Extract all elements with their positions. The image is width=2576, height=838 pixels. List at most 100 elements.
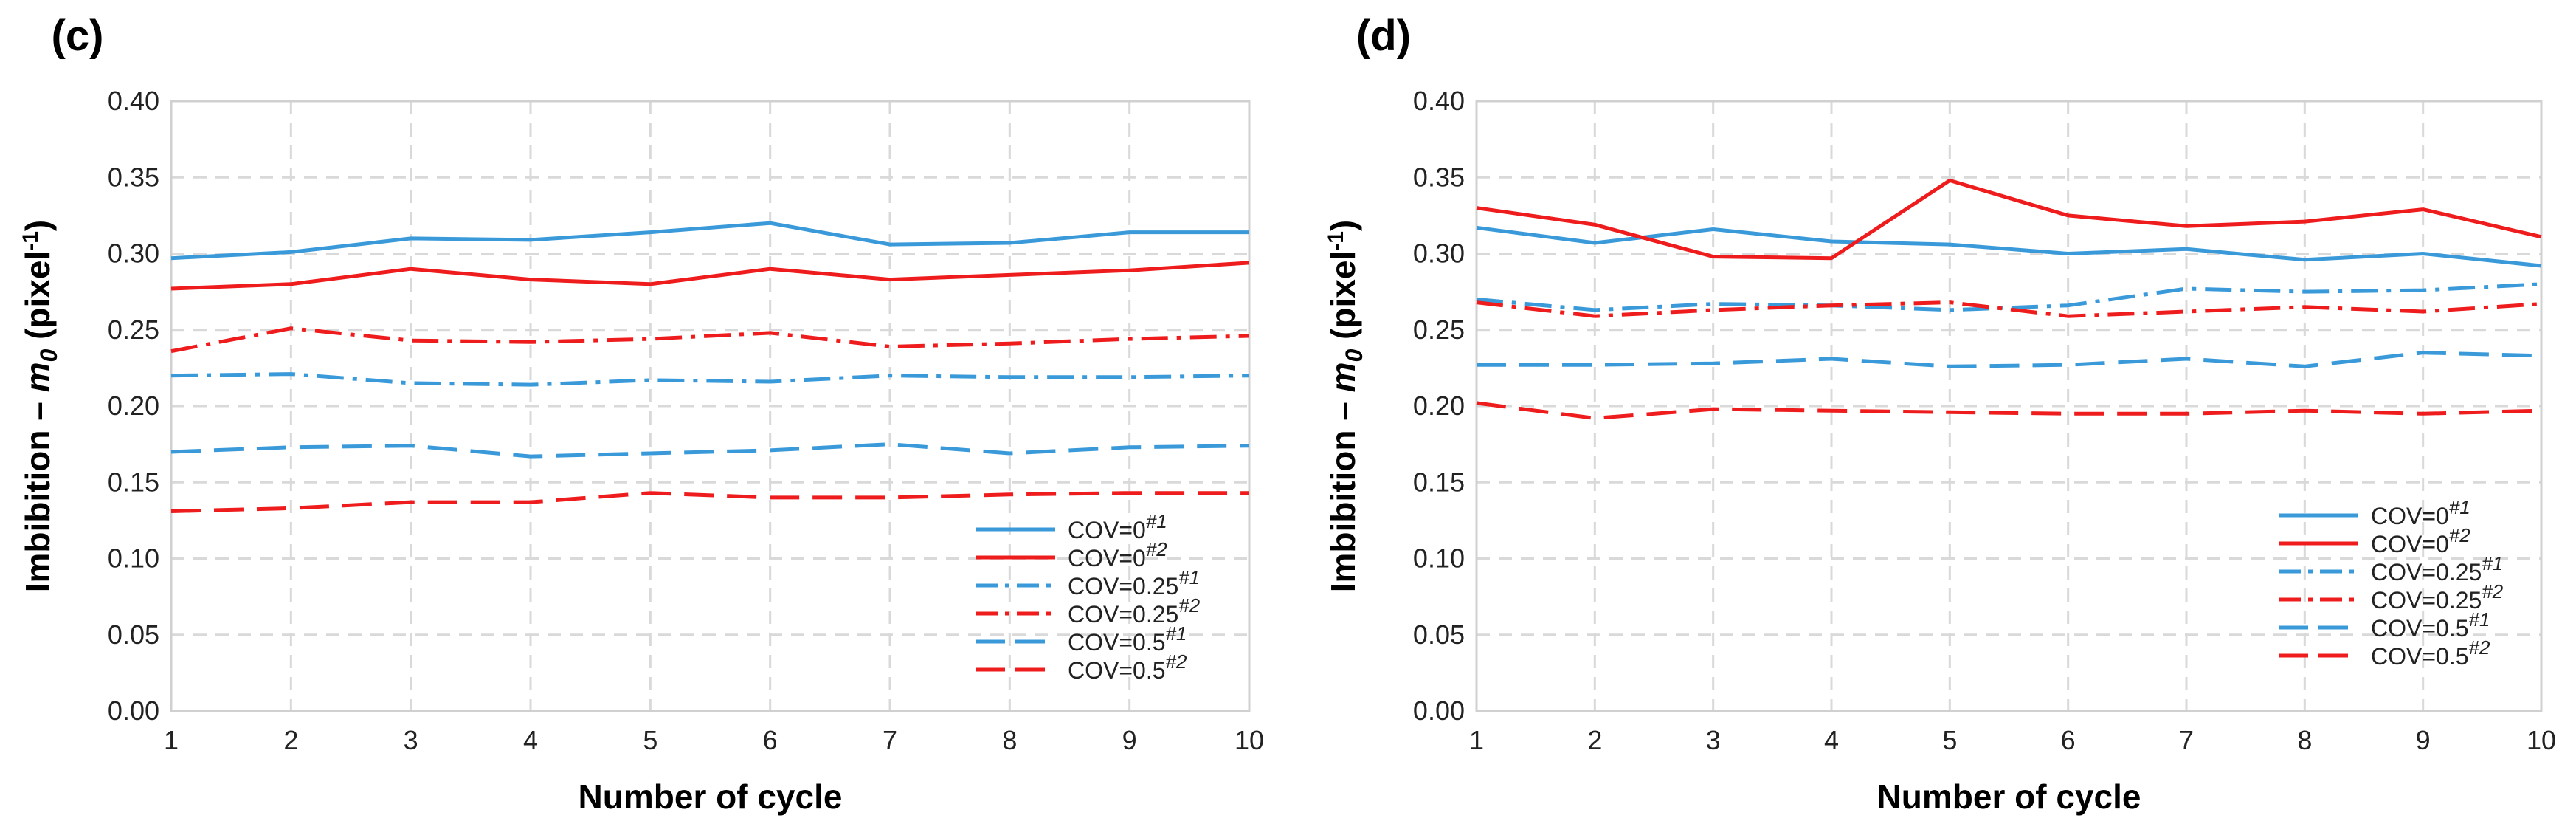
y-tick-label: 0.25 bbox=[1413, 315, 1465, 345]
plot-frame bbox=[1475, 100, 2543, 712]
y-axis-title: Imbibition – m0 (pixel-1) bbox=[1324, 220, 1367, 593]
y-tick-label: 0.40 bbox=[108, 86, 159, 116]
series-line bbox=[1476, 401, 2542, 420]
legend-superscript: #1 bbox=[2449, 496, 2470, 518]
legend-label: COV=0#2 bbox=[2371, 524, 2470, 557]
legend-name: COV=0 bbox=[2371, 531, 2449, 557]
legend-superscript: #2 bbox=[1178, 594, 1200, 617]
x-tick-label: 1 bbox=[1469, 725, 1484, 755]
legend-superscript: #1 bbox=[1146, 510, 1167, 532]
y-axis-title-part: 0 bbox=[1341, 348, 1367, 362]
x-tick-label: 2 bbox=[283, 725, 298, 755]
y-tick-label: 0.30 bbox=[108, 238, 159, 269]
y-axis-title-part: -1 bbox=[1324, 231, 1348, 251]
x-tick-label: 1 bbox=[164, 725, 179, 755]
series-line bbox=[1476, 282, 2542, 312]
panel-label: (c) bbox=[52, 12, 104, 60]
y-axis-title-part: m bbox=[1324, 362, 1362, 392]
legend-label: COV=0.5#1 bbox=[2371, 608, 2490, 642]
plot-frame bbox=[170, 100, 1251, 712]
y-tick-label: 0.20 bbox=[1413, 391, 1465, 421]
x-tick-label: 6 bbox=[763, 725, 778, 755]
x-tick-label: 10 bbox=[2527, 725, 2556, 755]
y-tick-label: 0.05 bbox=[108, 619, 159, 650]
legend-superscript: #2 bbox=[2469, 636, 2490, 659]
y-axis-title: Imbibition – m0 (pixel-1) bbox=[18, 220, 62, 593]
y-tick-label: 0.00 bbox=[108, 696, 159, 726]
legend-label: COV=0.25#2 bbox=[1068, 594, 1201, 628]
y-tick-label: 0.05 bbox=[1413, 619, 1465, 650]
legend-name: COV=0 bbox=[1068, 517, 1146, 543]
legend-label: COV=0.5#2 bbox=[1068, 650, 1187, 684]
x-tick-label: 7 bbox=[883, 725, 897, 755]
legend-label: COV=0#2 bbox=[1068, 538, 1167, 571]
legend-superscript: #1 bbox=[2482, 552, 2503, 574]
x-axis-title: Number of cycle bbox=[579, 777, 843, 816]
x-tick-label: 7 bbox=[2179, 725, 2194, 755]
x-tick-label: 2 bbox=[1587, 725, 1602, 755]
x-axis-title: Number of cycle bbox=[1877, 777, 2141, 816]
x-tick-label: 9 bbox=[2416, 725, 2431, 755]
y-axis-title-part: ) bbox=[18, 220, 57, 231]
series-line bbox=[170, 442, 1250, 459]
y-axis-title-part: Imbibition – bbox=[1324, 392, 1362, 592]
legend-name: COV=0.25 bbox=[1068, 573, 1178, 600]
panel-label: (d) bbox=[1356, 12, 1411, 60]
legend-label: COV=0.25#1 bbox=[2371, 552, 2503, 585]
legend-label: COV=0#1 bbox=[1068, 510, 1167, 543]
legend-label: COV=0.5#1 bbox=[1068, 622, 1187, 656]
legend-name: COV=0.5 bbox=[2371, 643, 2469, 670]
legend-name: COV=0.5 bbox=[1068, 657, 1166, 684]
x-tick-label: 5 bbox=[643, 725, 657, 755]
legend-superscript: #2 bbox=[1146, 538, 1167, 560]
legend-superscript: #2 bbox=[2449, 524, 2470, 546]
legend-label: COV=0.25#2 bbox=[2371, 580, 2504, 614]
y-tick-label: 0.30 bbox=[1413, 238, 1465, 269]
y-tick-label: 0.00 bbox=[1413, 696, 1465, 726]
x-tick-label: 10 bbox=[1235, 725, 1264, 755]
x-tick-label: 8 bbox=[1002, 725, 1017, 755]
legend-name: COV=0.25 bbox=[2371, 559, 2482, 585]
y-axis-title-part: (pixel bbox=[18, 251, 57, 349]
series-line bbox=[170, 261, 1250, 291]
series-line bbox=[1476, 178, 2542, 261]
legend-superscript: #1 bbox=[1178, 566, 1200, 588]
y-tick-label: 0.25 bbox=[108, 315, 159, 345]
y-tick-label: 0.15 bbox=[108, 467, 159, 497]
legend-label: COV=0.25#1 bbox=[1068, 566, 1200, 600]
y-tick-label: 0.20 bbox=[108, 391, 159, 421]
x-tick-label: 4 bbox=[1824, 725, 1839, 755]
y-tick-label: 0.40 bbox=[1413, 86, 1465, 116]
x-tick-label: 6 bbox=[2061, 725, 2076, 755]
legend-name: COV=0 bbox=[1068, 545, 1146, 571]
y-axis-title-part: ) bbox=[1324, 220, 1362, 231]
x-tick-label: 3 bbox=[1706, 725, 1721, 755]
legend-superscript: #1 bbox=[2469, 608, 2490, 631]
series-line bbox=[1476, 300, 2542, 318]
y-tick-label: 0.35 bbox=[1413, 162, 1465, 192]
x-tick-label: 3 bbox=[404, 725, 418, 755]
series-line bbox=[170, 491, 1249, 513]
y-axis-title-part: -1 bbox=[18, 231, 43, 251]
series-line bbox=[170, 372, 1250, 387]
y-axis-title-part: 0 bbox=[35, 348, 62, 362]
chart-panel-0: (c) 0.00 0.05 0.10 0.15 0.20 0.25 0.30 0.35 0.40 1… bbox=[18, 12, 1264, 816]
legend-label: COV=0#1 bbox=[2371, 496, 2470, 529]
x-tick-label: 8 bbox=[2297, 725, 2312, 755]
series-line bbox=[1477, 351, 2542, 368]
legend-name: COV=0.25 bbox=[1068, 601, 1178, 628]
legend-superscript: #2 bbox=[2482, 580, 2503, 602]
y-tick-label: 0.35 bbox=[108, 162, 159, 192]
legend-name: COV=0.5 bbox=[1068, 629, 1166, 656]
y-axis-title-part: Imbibition – bbox=[18, 392, 57, 592]
series-line bbox=[170, 221, 1249, 261]
y-axis-title-part: m bbox=[18, 362, 57, 392]
legend-label: COV=0.5#2 bbox=[2371, 636, 2490, 670]
chart-panel-1: (d) 0.00 0.05 0.10 0.15 0.20 0.25 0.30 0.35 0.40 1… bbox=[1324, 12, 2556, 816]
legend-name: COV=0.25 bbox=[2371, 587, 2482, 614]
series-line bbox=[170, 326, 1250, 354]
x-tick-label: 5 bbox=[1942, 725, 1957, 755]
legend-name: COV=0 bbox=[2371, 503, 2449, 529]
x-tick-label: 4 bbox=[523, 725, 538, 755]
